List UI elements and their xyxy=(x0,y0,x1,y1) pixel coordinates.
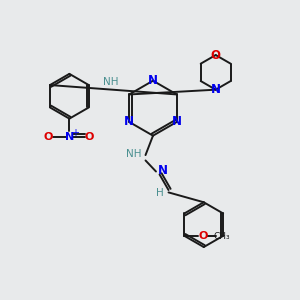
Text: O: O xyxy=(43,132,52,142)
Text: O: O xyxy=(211,49,221,62)
Text: O: O xyxy=(85,132,94,142)
Text: NH: NH xyxy=(126,149,142,160)
Text: -: - xyxy=(48,128,52,138)
Text: N: N xyxy=(124,116,134,128)
Text: O: O xyxy=(198,231,208,241)
Text: N: N xyxy=(172,116,182,128)
Text: NH: NH xyxy=(103,77,118,87)
Text: N: N xyxy=(65,132,74,142)
Text: N: N xyxy=(158,164,167,176)
Text: N: N xyxy=(148,74,158,87)
Text: H: H xyxy=(156,188,164,198)
Text: +: + xyxy=(71,128,79,138)
Text: N: N xyxy=(211,83,221,96)
Text: CH₃: CH₃ xyxy=(213,232,230,241)
